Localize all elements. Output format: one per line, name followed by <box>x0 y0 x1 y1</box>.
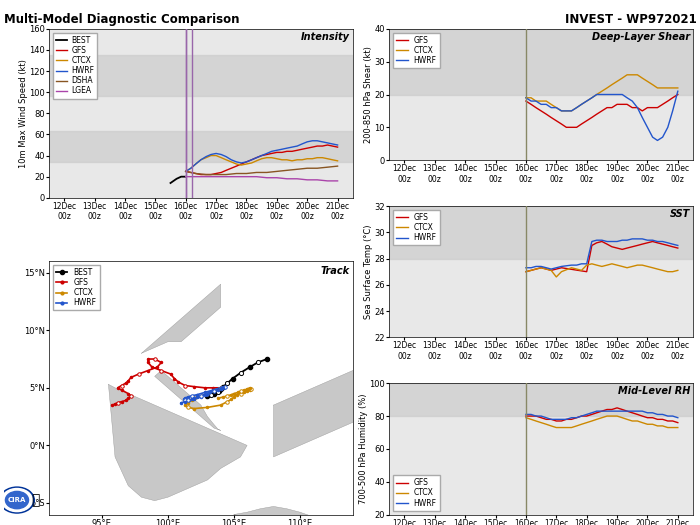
Polygon shape <box>393 284 458 365</box>
Y-axis label: 700-500 hPa Humidity (%): 700-500 hPa Humidity (%) <box>359 394 368 504</box>
Y-axis label: 200-850 hPa Shear (kt): 200-850 hPa Shear (kt) <box>364 46 373 143</box>
Legend: GFS, CTCX, HWRF: GFS, CTCX, HWRF <box>393 33 440 68</box>
Bar <box>389 383 693 416</box>
Polygon shape <box>155 371 220 430</box>
Text: Intensity: Intensity <box>301 32 350 42</box>
Legend: BEST, GFS, CTCX, HWRF, DSHA, LGEA: BEST, GFS, CTCX, HWRF, DSHA, LGEA <box>52 33 97 99</box>
Polygon shape <box>141 284 220 353</box>
Circle shape <box>1 488 32 511</box>
Polygon shape <box>234 507 313 525</box>
Y-axis label: Sea Surface Temp (°C): Sea Surface Temp (°C) <box>364 225 373 319</box>
Text: Track: Track <box>321 266 350 276</box>
Circle shape <box>6 491 29 509</box>
Bar <box>49 131 353 162</box>
Text: Deep-Layer Shear: Deep-Layer Shear <box>592 32 690 41</box>
Polygon shape <box>274 359 393 457</box>
Circle shape <box>0 487 34 513</box>
Legend: BEST, GFS, CTCX, HWRF: BEST, GFS, CTCX, HWRF <box>52 265 99 310</box>
Polygon shape <box>108 384 247 501</box>
Text: 🌀: 🌀 <box>31 493 39 507</box>
Text: SST: SST <box>670 209 690 219</box>
Text: CIRA: CIRA <box>8 497 26 503</box>
Bar <box>49 55 353 97</box>
Legend: GFS, CTCX, HWRF: GFS, CTCX, HWRF <box>393 210 440 245</box>
Text: Multi-Model Diagnostic Comparison: Multi-Model Diagnostic Comparison <box>4 13 239 26</box>
Text: Mid-Level RH: Mid-Level RH <box>617 386 690 396</box>
Y-axis label: 10m Max Wind Speed (kt): 10m Max Wind Speed (kt) <box>19 59 27 168</box>
Bar <box>389 29 693 94</box>
Bar <box>389 206 693 259</box>
Text: INVEST - WP972021: INVEST - WP972021 <box>565 13 696 26</box>
Legend: GFS, CTCX, HWRF: GFS, CTCX, HWRF <box>393 475 440 511</box>
